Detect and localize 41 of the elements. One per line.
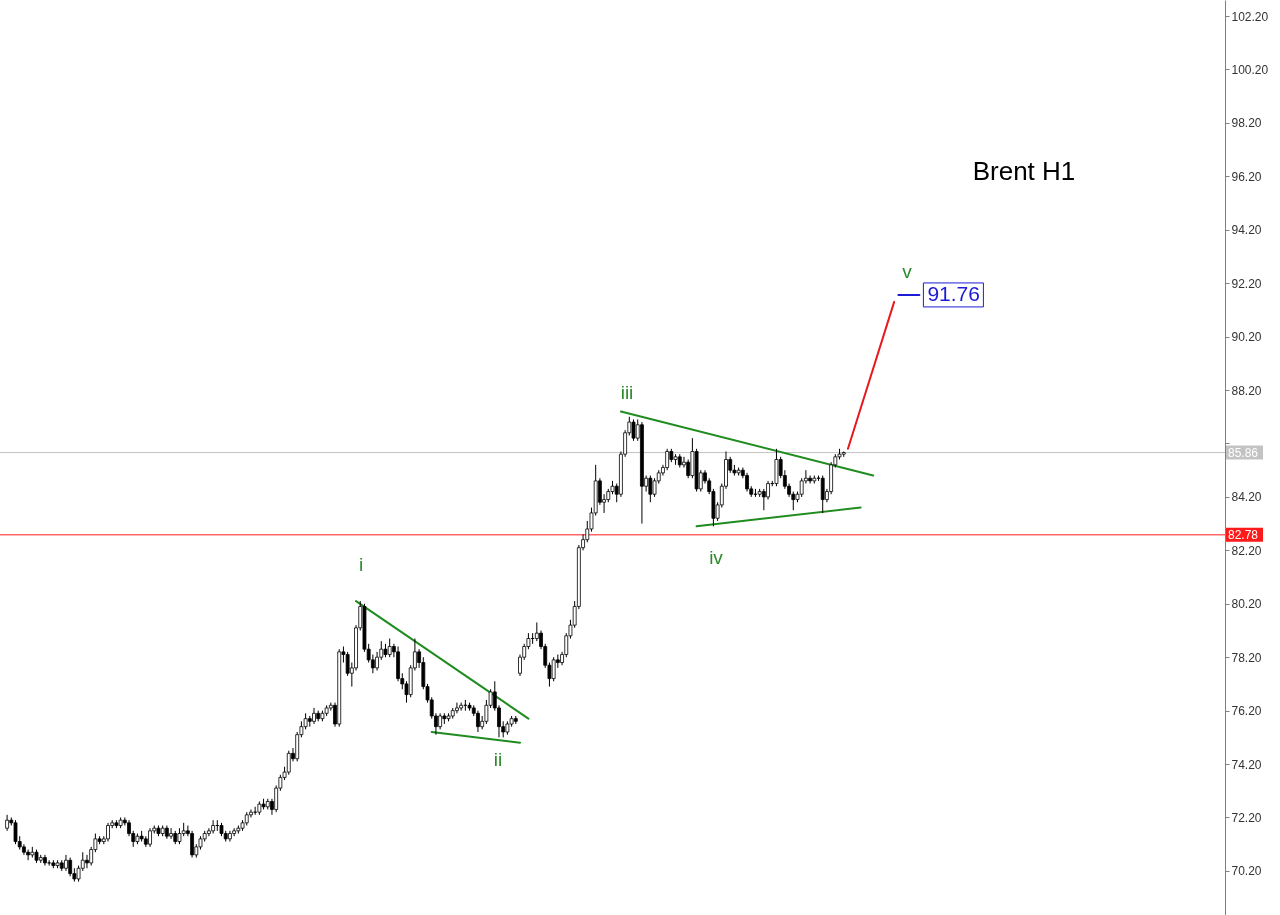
- annotation: iii: [620, 382, 634, 403]
- y-tick-label: 90.20: [1231, 330, 1262, 345]
- candlestick: [766, 480, 770, 501]
- candlestick: [476, 710, 480, 733]
- candlestick: [808, 475, 812, 485]
- candlestick: [455, 702, 459, 714]
- candlestick: [745, 472, 749, 493]
- candlestick: [253, 806, 258, 816]
- annotation: v: [902, 261, 913, 282]
- y-tick-label: 82.20: [1231, 543, 1262, 558]
- y-tick-label: 92.20: [1231, 276, 1262, 291]
- candlestick: [106, 822, 110, 843]
- data-label: 91.76: [927, 281, 980, 305]
- y-tick-label: 70.20: [1231, 864, 1262, 879]
- y-tick-label: 102.20: [1231, 9, 1269, 24]
- text: Brent H1: [972, 156, 1076, 186]
- y-tick-label: 96.20: [1231, 169, 1262, 184]
- y-tick-label: 76.20: [1231, 704, 1262, 719]
- candlestick: [631, 418, 636, 442]
- y-tick-label: 84.20: [1231, 490, 1262, 505]
- candlestick: [211, 819, 216, 835]
- y-tick-label: 94.20: [1231, 223, 1262, 238]
- y-tick-label: 74.20: [1231, 757, 1262, 772]
- candlestick: [648, 475, 653, 503]
- candlestick: [68, 857, 73, 877]
- candlestick: [148, 827, 152, 848]
- annotation: ii: [493, 749, 503, 770]
- annotation: iv: [709, 547, 724, 568]
- y-tick-label: 80.20: [1231, 597, 1262, 612]
- candlestick: [190, 830, 194, 859]
- y-tick-label: 98.20: [1231, 116, 1262, 131]
- y-tick-label: 88.20: [1231, 383, 1262, 398]
- y-tick-label: 72.20: [1231, 810, 1262, 825]
- candlestick: [375, 651, 379, 672]
- y-tick-label: 78.20: [1231, 650, 1262, 665]
- candlestick: [286, 750, 291, 776]
- ref-line-label: 82.78: [1228, 527, 1259, 542]
- candlestick: [169, 827, 173, 840]
- y-tick-label: 100.20: [1231, 62, 1269, 77]
- ref-line-label: 85.86: [1228, 445, 1259, 460]
- annotation: i: [358, 554, 364, 575]
